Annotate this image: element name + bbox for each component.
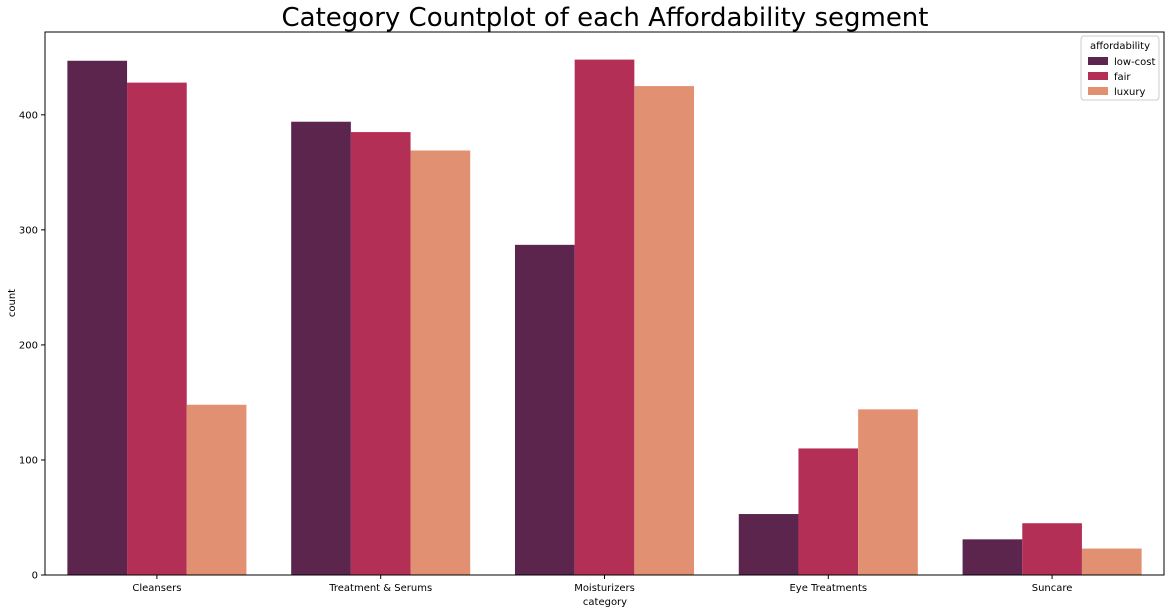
legend-label-low-cost: low-cost [1114, 57, 1156, 68]
x-tick-label: Cleansers [132, 583, 181, 594]
legend-swatch-fair [1088, 72, 1108, 80]
bar-luxury-4 [1081, 548, 1142, 575]
legend: affordability low-cost fair luxury [1080, 35, 1160, 101]
bar-luxury-1 [410, 150, 471, 576]
legend-label-luxury: luxury [1114, 87, 1145, 98]
bar-fair-2 [574, 59, 635, 576]
x-axis: Cleansers Treatment & Serums Moisturizers E… [132, 575, 1072, 594]
legend-label-fair: fair [1114, 72, 1131, 83]
y-tick-label: 400 [19, 110, 38, 121]
bar-low-cost-0 [67, 60, 128, 575]
bar-low-cost-2 [514, 244, 575, 575]
y-tick-label: 100 [19, 455, 38, 466]
y-tick-label: 300 [19, 225, 38, 236]
y-tick-label: 0 [32, 571, 38, 582]
bar-fair-1 [350, 132, 411, 575]
y-axis-label: count [7, 289, 18, 317]
x-tick-label: Moisturizers [574, 583, 635, 594]
chart-title: Category Countplot of each Affordability… [282, 3, 929, 33]
legend-box [1080, 35, 1160, 101]
legend-swatch-low-cost [1088, 57, 1108, 65]
y-axis: 0 100 200 300 400 [19, 110, 45, 582]
bar-low-cost-4 [962, 539, 1023, 575]
legend-title: affordability [1090, 41, 1150, 52]
plot-area [44, 31, 1165, 576]
x-axis-label: category [583, 597, 627, 608]
y-tick-label: 200 [19, 340, 38, 351]
x-tick-label: Treatment & Serums [328, 583, 432, 594]
legend-swatch-luxury [1088, 87, 1108, 95]
bar-fair-3 [798, 448, 859, 575]
bar-luxury-0 [186, 404, 247, 575]
bar-low-cost-1 [291, 121, 351, 575]
x-tick-label: Suncare [1032, 583, 1073, 594]
bar-low-cost-3 [738, 514, 799, 575]
bar-fair-0 [127, 82, 187, 576]
bar-luxury-2 [634, 86, 695, 575]
bar-luxury-3 [858, 409, 918, 575]
bar-fair-4 [1022, 523, 1082, 575]
x-tick-label: Eye Treatments [789, 583, 867, 594]
